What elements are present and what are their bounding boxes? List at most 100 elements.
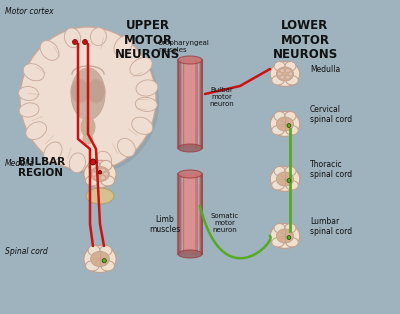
- Ellipse shape: [286, 181, 298, 190]
- Ellipse shape: [100, 246, 112, 256]
- Ellipse shape: [285, 111, 296, 121]
- Text: Limb
muscles: Limb muscles: [149, 214, 181, 234]
- Ellipse shape: [178, 170, 202, 178]
- Ellipse shape: [19, 103, 39, 117]
- Ellipse shape: [270, 111, 300, 137]
- Text: UPPER
MOTOR
NEURONS: UPPER MOTOR NEURONS: [115, 19, 181, 61]
- Ellipse shape: [287, 179, 291, 182]
- Ellipse shape: [270, 224, 300, 248]
- Ellipse shape: [100, 168, 106, 172]
- Ellipse shape: [136, 80, 158, 96]
- Ellipse shape: [274, 111, 285, 121]
- Ellipse shape: [88, 160, 100, 171]
- Ellipse shape: [92, 172, 97, 176]
- Text: Bulbar
motor
neuron: Bulbar motor neuron: [210, 87, 234, 107]
- Ellipse shape: [91, 251, 109, 267]
- Ellipse shape: [26, 122, 46, 139]
- Ellipse shape: [90, 28, 106, 46]
- Ellipse shape: [94, 168, 100, 172]
- Ellipse shape: [270, 166, 300, 192]
- Ellipse shape: [64, 28, 81, 48]
- Ellipse shape: [102, 258, 106, 263]
- Ellipse shape: [285, 69, 290, 73]
- Ellipse shape: [101, 261, 114, 271]
- Ellipse shape: [18, 86, 38, 100]
- Ellipse shape: [88, 246, 100, 256]
- Ellipse shape: [178, 56, 202, 64]
- Ellipse shape: [71, 79, 89, 103]
- Ellipse shape: [94, 176, 100, 180]
- Ellipse shape: [178, 144, 202, 152]
- Ellipse shape: [276, 117, 294, 131]
- Ellipse shape: [96, 151, 112, 169]
- Ellipse shape: [71, 68, 105, 120]
- Ellipse shape: [87, 79, 105, 103]
- Ellipse shape: [114, 36, 132, 56]
- Ellipse shape: [20, 27, 156, 171]
- Ellipse shape: [84, 160, 116, 187]
- Ellipse shape: [272, 76, 284, 85]
- Ellipse shape: [44, 142, 62, 162]
- Ellipse shape: [130, 57, 152, 76]
- Ellipse shape: [100, 176, 106, 180]
- Ellipse shape: [272, 181, 284, 190]
- Ellipse shape: [280, 75, 285, 79]
- Ellipse shape: [101, 176, 114, 186]
- Ellipse shape: [86, 188, 114, 204]
- Ellipse shape: [280, 69, 285, 73]
- Ellipse shape: [270, 62, 300, 86]
- Text: Spinal cord: Spinal cord: [5, 247, 48, 256]
- Ellipse shape: [285, 62, 296, 71]
- Ellipse shape: [274, 224, 285, 233]
- Ellipse shape: [288, 72, 293, 76]
- Text: Medulla: Medulla: [5, 159, 35, 168]
- Ellipse shape: [82, 40, 88, 45]
- Ellipse shape: [178, 59, 202, 149]
- Ellipse shape: [100, 160, 112, 171]
- Ellipse shape: [23, 30, 159, 174]
- Ellipse shape: [276, 172, 294, 186]
- Ellipse shape: [178, 173, 202, 255]
- Ellipse shape: [274, 166, 285, 176]
- Ellipse shape: [72, 40, 78, 45]
- Ellipse shape: [286, 238, 298, 247]
- Text: Motor cortex: Motor cortex: [5, 7, 54, 16]
- Ellipse shape: [84, 246, 116, 273]
- Text: LOWER
MOTOR
NEURONS: LOWER MOTOR NEURONS: [272, 19, 338, 61]
- Ellipse shape: [40, 41, 59, 60]
- Ellipse shape: [285, 224, 296, 233]
- Ellipse shape: [276, 67, 294, 81]
- Ellipse shape: [135, 97, 157, 111]
- Ellipse shape: [274, 62, 285, 71]
- Ellipse shape: [83, 134, 93, 144]
- Ellipse shape: [23, 64, 44, 81]
- Text: Somatic
motor
neuron: Somatic motor neuron: [211, 213, 239, 233]
- Ellipse shape: [286, 126, 298, 135]
- Text: Oropharyngeal
muscles: Oropharyngeal muscles: [158, 40, 210, 53]
- Ellipse shape: [272, 126, 284, 135]
- Ellipse shape: [118, 138, 135, 157]
- Ellipse shape: [277, 72, 282, 76]
- Ellipse shape: [287, 236, 291, 240]
- Text: Thoracic
spinal cord: Thoracic spinal cord: [310, 160, 352, 179]
- Ellipse shape: [287, 124, 291, 127]
- Ellipse shape: [103, 172, 108, 176]
- Ellipse shape: [132, 117, 153, 134]
- Text: Medulla: Medulla: [310, 65, 340, 74]
- Ellipse shape: [178, 250, 202, 258]
- Text: BULBAR
REGION: BULBAR REGION: [18, 157, 65, 178]
- Ellipse shape: [286, 76, 298, 85]
- Ellipse shape: [69, 153, 86, 173]
- Ellipse shape: [86, 176, 99, 186]
- Ellipse shape: [285, 75, 290, 79]
- Ellipse shape: [91, 166, 109, 182]
- Text: Lumbar
spinal cord: Lumbar spinal cord: [310, 217, 352, 236]
- Ellipse shape: [272, 238, 284, 247]
- Ellipse shape: [285, 166, 296, 176]
- Ellipse shape: [90, 159, 96, 165]
- Ellipse shape: [276, 229, 294, 243]
- Ellipse shape: [98, 171, 102, 174]
- Ellipse shape: [86, 261, 99, 271]
- Ellipse shape: [81, 117, 95, 137]
- Text: Cervical
spinal cord: Cervical spinal cord: [310, 105, 352, 124]
